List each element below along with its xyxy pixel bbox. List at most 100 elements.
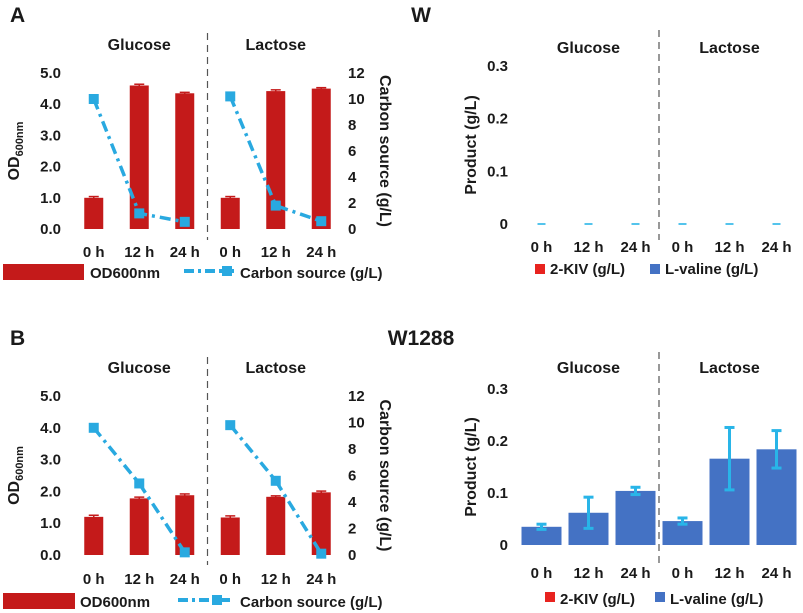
x-tick-label: 0 h xyxy=(83,244,105,261)
y2-tick-label: 12 xyxy=(348,388,365,405)
y-axis-title-main: OD xyxy=(6,481,23,505)
x-tick-label: 0 h xyxy=(672,239,694,256)
x-tick-label: 24 h xyxy=(170,244,200,261)
y-tick-label: 0.2 xyxy=(487,433,508,450)
y-tick-label: 0.1 xyxy=(487,163,508,180)
y2-tick-label: 0 xyxy=(348,547,356,564)
y-axis-title-main: OD xyxy=(6,156,23,180)
y-tick-label: 5.0 xyxy=(40,65,61,82)
carbon-line-lactose xyxy=(228,424,323,555)
x-tick-label: 12 h xyxy=(261,244,291,261)
x-tick-label: 12 h xyxy=(573,565,603,582)
y2-axis-title: Carbon source (g/L) xyxy=(376,75,393,227)
group-label-glucose: Glucose xyxy=(108,360,171,377)
chart-b-growth: 0.0 1.0 2.0 3.0 4.0 5.0 0 2 4 6 8 10 12 OD600nm Carbon… xyxy=(6,357,393,588)
y-tick-label: 5.0 xyxy=(40,388,61,405)
y2-tick-label: 6 xyxy=(348,143,356,160)
legend-w: 2-KIV (g/L) L-valine (g/L) xyxy=(535,261,758,278)
y2-tick-label: 4 xyxy=(348,494,357,511)
legend-carbon-marker xyxy=(222,266,232,276)
od-bar xyxy=(84,197,104,229)
x-tick-label: 12 h xyxy=(124,244,154,261)
y-tick-label: 0.0 xyxy=(40,221,61,238)
od-bar xyxy=(129,85,149,229)
legend-carbon-label: Carbon source (g/L) xyxy=(240,594,383,611)
x-tick-label: 0 h xyxy=(219,571,241,588)
y2-tick-label: 2 xyxy=(348,195,356,212)
legend-valine-swatch xyxy=(655,592,665,602)
y-axis-title: Product (g/L) xyxy=(463,95,480,195)
x-tick-label: 0 h xyxy=(531,565,553,582)
legend-kiv-label: 2-KIV (g/L) xyxy=(550,261,625,278)
x-tick-label: 24 h xyxy=(306,571,336,588)
y-tick-label: 3.0 xyxy=(40,452,61,469)
carbon-line-glucose xyxy=(92,426,187,554)
legend-od-label: OD600nm xyxy=(90,265,160,282)
legend-od-label: OD600nm xyxy=(80,594,150,611)
od-bar xyxy=(311,492,331,555)
carbon-marker xyxy=(316,548,327,559)
carbon-marker xyxy=(225,420,236,431)
x-tick-label: 24 h xyxy=(761,565,791,582)
y-tick-label: 4.0 xyxy=(40,96,61,113)
valine-bar xyxy=(615,490,656,545)
carbon-marker xyxy=(270,200,281,211)
od-bar xyxy=(129,498,149,555)
legend-valine-label: L-valine (g/L) xyxy=(670,591,763,608)
od-bar xyxy=(311,88,331,229)
panel-label-a: A xyxy=(10,4,25,27)
y-axis-title: Product (g/L) xyxy=(463,417,480,517)
chart-a-growth: 0.0 1.0 2.0 3.0 4.0 5.0 0 2 4 6 8 10 12 OD600nm Carbon… xyxy=(6,33,393,261)
chart-w-product: 0 0.1 0.2 0.3 Product (g/L) Glucose Lactose 0 h… xyxy=(463,30,792,256)
carbon-marker xyxy=(179,216,190,227)
y-tick-label: 2.0 xyxy=(40,483,61,500)
carbon-marker xyxy=(179,547,190,558)
y2-tick-label: 4 xyxy=(348,169,357,186)
y2-axis-title: Carbon source (g/L) xyxy=(376,399,393,551)
carbon-marker xyxy=(88,94,99,104)
y-tick-label: 2.0 xyxy=(40,159,61,176)
y2-tick-label: 10 xyxy=(348,91,365,108)
x-tick-label: 0 h xyxy=(219,244,241,261)
carbon-marker xyxy=(134,208,145,219)
y-tick-label: 0 xyxy=(500,216,508,233)
y2-tick-label: 12 xyxy=(348,65,365,82)
legend-kiv-label: 2-KIV (g/L) xyxy=(560,591,635,608)
legend-w1288: 2-KIV (g/L) L-valine (g/L) xyxy=(545,591,763,608)
y2-tick-label: 0 xyxy=(348,221,356,238)
legend-kiv-swatch xyxy=(535,264,545,274)
y2-tick-label: 2 xyxy=(348,521,356,538)
od-bar xyxy=(220,517,240,555)
valine-bar xyxy=(662,521,703,545)
x-tick-label: 24 h xyxy=(620,239,650,256)
y-tick-label: 0.2 xyxy=(487,111,508,128)
legend-b: OD600nm Carbon source (g/L) xyxy=(3,593,383,611)
x-tick-label: 24 h xyxy=(620,565,650,582)
x-tick-label: 0 h xyxy=(672,565,694,582)
group-label-lactose: Lactose xyxy=(246,37,307,54)
od-bar xyxy=(266,496,286,555)
y-axis-title: OD600nm xyxy=(6,446,26,505)
y2-tick-label: 8 xyxy=(348,441,356,458)
x-tick-label: 12 h xyxy=(714,565,744,582)
group-label-glucose: Glucose xyxy=(557,40,620,57)
y2-tick-label: 10 xyxy=(348,415,365,432)
carbon-marker xyxy=(134,478,145,489)
y2-tick-label: 8 xyxy=(348,117,356,134)
x-tick-label: 12 h xyxy=(573,239,603,256)
x-tick-label: 24 h xyxy=(170,571,200,588)
legend-carbon-label: Carbon source (g/L) xyxy=(240,265,383,282)
panel-label-b: B xyxy=(10,327,25,350)
legend-valine-label: L-valine (g/L) xyxy=(665,261,758,278)
chart-w1288-product: 0 0.1 0.2 0.3 Product (g/L) Glucose Lactose 0 h… xyxy=(463,352,797,582)
legend-od-swatch xyxy=(3,264,84,280)
legend-carbon-marker xyxy=(212,595,222,605)
legend-kiv-swatch xyxy=(545,592,555,602)
group-label-lactose: Lactose xyxy=(699,360,760,377)
od-bar xyxy=(175,495,195,555)
y2-tick-label: 6 xyxy=(348,468,356,485)
carbon-marker xyxy=(225,91,236,102)
x-tick-label: 0 h xyxy=(531,239,553,256)
y-tick-label: 0.0 xyxy=(40,547,61,564)
